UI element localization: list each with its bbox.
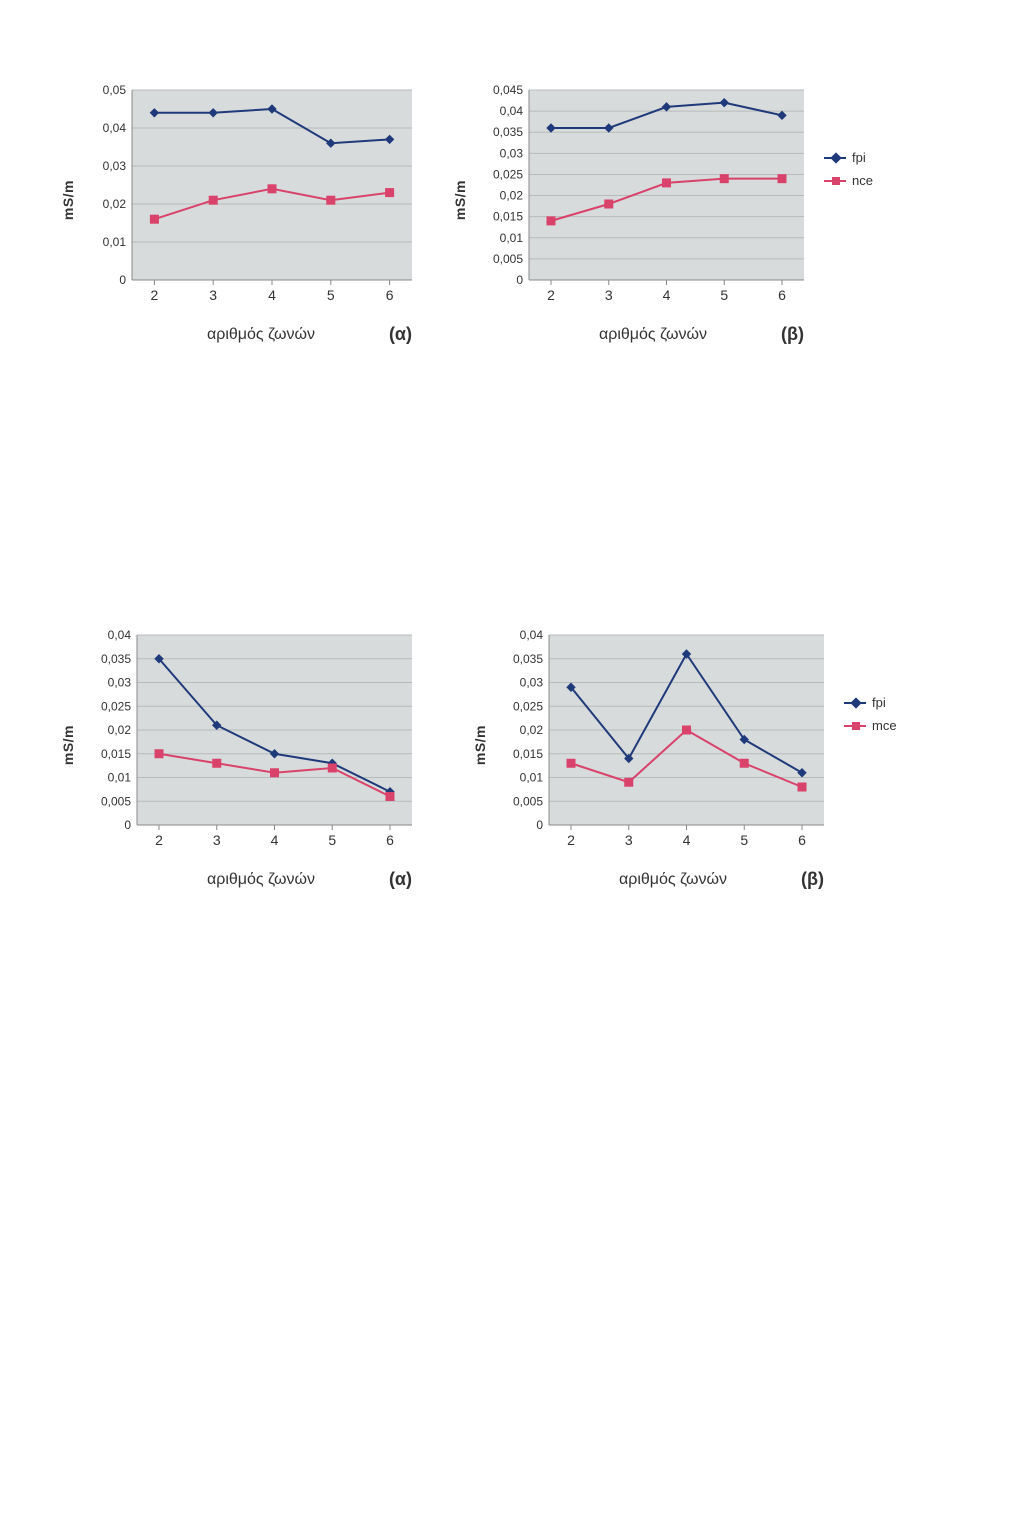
y-axis-label: mS/m [452, 180, 468, 220]
svg-text:3: 3 [605, 287, 613, 303]
svg-text:0,01: 0,01 [500, 231, 524, 245]
svg-text:0,035: 0,035 [513, 652, 543, 666]
svg-text:0,035: 0,035 [101, 652, 131, 666]
svg-text:0,005: 0,005 [493, 252, 523, 266]
svg-text:6: 6 [778, 287, 786, 303]
svg-text:0,045: 0,045 [493, 83, 523, 97]
y-axis-label: mS/m [472, 725, 488, 765]
legend-item-fpi: fpi [824, 150, 873, 165]
page-root: mS/m 0 0,01 0,02 0,03 0,04 0,05 2 3 4 5 6 αριθμός … [0, 0, 1024, 1533]
svg-text:6: 6 [386, 287, 394, 303]
svg-text:0,02: 0,02 [500, 189, 524, 203]
figure-row-top: mS/m 0 0,01 0,02 0,03 0,04 0,05 2 3 4 5 6 αριθμός … [60, 80, 984, 344]
svg-text:2: 2 [155, 832, 163, 848]
svg-text:0,01: 0,01 [103, 235, 127, 249]
svg-text:5: 5 [740, 832, 748, 848]
svg-text:0,035: 0,035 [493, 125, 523, 139]
svg-text:3: 3 [213, 832, 221, 848]
svg-text:5: 5 [327, 287, 335, 303]
svg-text:5: 5 [720, 287, 728, 303]
svg-text:6: 6 [386, 832, 394, 848]
legend-label: nce [852, 173, 873, 188]
y-axis-label: mS/m [60, 725, 76, 765]
y-axis-label: mS/m [60, 180, 76, 220]
svg-text:0,015: 0,015 [493, 210, 523, 224]
svg-text:0,04: 0,04 [520, 628, 544, 642]
legend-item-fpi: fpi [844, 695, 897, 710]
legend-label: fpi [872, 695, 886, 710]
legend-top: fpi nce [824, 150, 873, 188]
svg-text:6: 6 [798, 832, 806, 848]
svg-text:0,03: 0,03 [520, 676, 544, 690]
diamond-marker-icon [844, 702, 866, 704]
x-axis-label: αριθμός ζωνών (β) [452, 326, 814, 344]
legend-bottom: fpi mce [844, 695, 897, 733]
legend-item-nce: nce [824, 173, 873, 188]
x-axis-label-text: αριθμός ζωνών [207, 326, 315, 343]
legend-label: mce [872, 718, 897, 733]
svg-text:4: 4 [268, 287, 276, 303]
panel-top-b: mS/m 0 0,005 0,01 0,015 0,02 0,025 0,03 0,035 0,… [452, 80, 873, 344]
svg-text:5: 5 [328, 832, 336, 848]
legend-label: fpi [852, 150, 866, 165]
svg-text:0,04: 0,04 [500, 104, 524, 118]
svg-text:0,01: 0,01 [108, 771, 132, 785]
svg-text:0,01: 0,01 [520, 771, 544, 785]
diamond-marker-icon [824, 157, 846, 159]
panel-bottom-b: mS/m 0 0,005 0,01 0,015 0,02 0,025 0,03 0,035 0,… [472, 625, 897, 889]
svg-text:0,03: 0,03 [500, 146, 524, 160]
legend-item-mce: mce [844, 718, 897, 733]
svg-text:2: 2 [567, 832, 575, 848]
chart-bottom-alpha: 0 0,005 0,01 0,015 0,02 0,025 0,03 0,035 0,04 2 3 4… [82, 625, 422, 865]
svg-text:3: 3 [625, 832, 633, 848]
svg-text:0,04: 0,04 [108, 628, 132, 642]
svg-text:0: 0 [119, 273, 126, 287]
svg-text:0,04: 0,04 [103, 121, 127, 135]
x-axis-label: αριθμός ζωνών (α) [60, 326, 422, 344]
panel-sublabel: (β) [781, 324, 804, 345]
x-axis-label-text: αριθμός ζωνών [207, 871, 315, 888]
svg-text:4: 4 [683, 832, 691, 848]
svg-text:2: 2 [547, 287, 555, 303]
x-axis-label-text: αριθμός ζωνών [599, 326, 707, 343]
svg-text:0,025: 0,025 [101, 699, 131, 713]
svg-text:0: 0 [124, 818, 131, 832]
chart-top-beta: 0 0,005 0,01 0,015 0,02 0,025 0,03 0,035 0,04 0,0… [474, 80, 814, 320]
svg-text:0,005: 0,005 [101, 794, 131, 808]
svg-text:0,025: 0,025 [493, 167, 523, 181]
panel-bottom-a: mS/m 0 0,005 0,01 0,015 0,02 0,025 0,03 0,035 0,… [60, 625, 422, 889]
svg-text:2: 2 [151, 287, 159, 303]
x-axis-label-text: αριθμός ζωνών [619, 871, 727, 888]
svg-text:0,025: 0,025 [513, 699, 543, 713]
panel-sublabel: (α) [389, 869, 412, 890]
panel-sublabel: (α) [389, 324, 412, 345]
figure-row-bottom: mS/m 00,0050,010,0150,020,0250,030,0350,… [60, 625, 984, 889]
panel-top-a: mS/m 0 0,01 0,02 0,03 0,04 0,05 2 3 4 5 6 αριθμός … [60, 80, 422, 344]
svg-text:3: 3 [209, 287, 217, 303]
x-axis-label: αριθμός ζωνών (β) [472, 871, 834, 889]
svg-text:0,03: 0,03 [103, 159, 127, 173]
square-marker-icon [844, 725, 866, 727]
svg-text:0: 0 [536, 818, 543, 832]
svg-text:0,02: 0,02 [520, 723, 544, 737]
chart-top-alpha: 0 0,01 0,02 0,03 0,04 0,05 2 3 4 5 6 [82, 80, 422, 320]
x-axis-label: αριθμός ζωνών (α) [60, 871, 422, 889]
svg-text:0,015: 0,015 [513, 747, 543, 761]
svg-text:0,03: 0,03 [108, 676, 132, 690]
svg-text:0,02: 0,02 [103, 197, 127, 211]
svg-text:0: 0 [516, 273, 523, 287]
svg-text:0,015: 0,015 [101, 747, 131, 761]
svg-text:4: 4 [271, 832, 279, 848]
svg-text:0,02: 0,02 [108, 723, 132, 737]
panel-sublabel: (β) [801, 869, 824, 890]
chart-bottom-beta: 0 0,005 0,01 0,015 0,02 0,025 0,03 0,035 0,04 2 3 4… [494, 625, 834, 865]
svg-text:0,05: 0,05 [103, 83, 127, 97]
svg-text:0,005: 0,005 [513, 794, 543, 808]
square-marker-icon [824, 180, 846, 182]
svg-text:4: 4 [663, 287, 671, 303]
